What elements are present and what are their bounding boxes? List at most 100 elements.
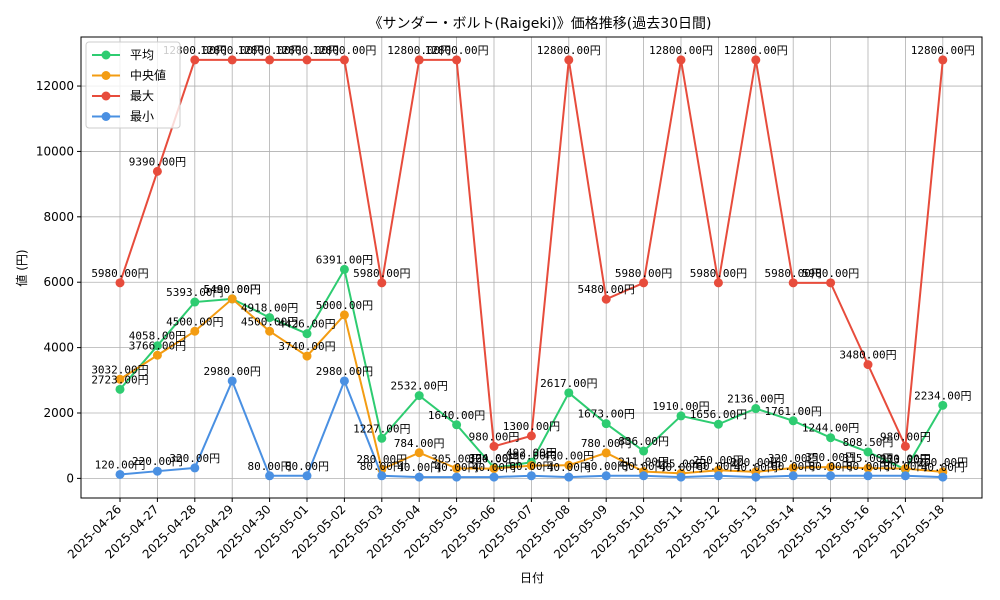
data-point — [227, 294, 237, 304]
data-point — [302, 55, 312, 65]
data-point — [265, 471, 275, 481]
data-point — [452, 55, 462, 65]
data-label: 300.00円 — [880, 453, 931, 466]
data-label: 1910.00円 — [652, 400, 709, 413]
data-label: 5000.00円 — [316, 299, 373, 312]
data-point — [676, 55, 686, 65]
data-label: 250.00円 — [693, 454, 744, 467]
data-point — [339, 376, 349, 386]
data-label: 12800.00円 — [649, 44, 713, 57]
data-label: 120.00円 — [95, 458, 146, 471]
data-point — [713, 471, 723, 481]
data-point — [265, 326, 275, 336]
data-point — [227, 55, 237, 65]
y-tick-label: 2000 — [43, 406, 74, 420]
data-label: 40.00円 — [397, 461, 441, 474]
data-point — [190, 297, 200, 307]
data-label: 1761.00円 — [765, 405, 822, 418]
data-point — [826, 433, 836, 443]
data-point — [863, 463, 873, 473]
data-point — [115, 384, 125, 394]
data-point — [452, 420, 462, 430]
data-point — [302, 351, 312, 361]
data-label: 80.00円 — [584, 460, 628, 473]
legend-marker — [101, 91, 111, 101]
data-point — [601, 294, 611, 304]
data-label: 300.00円 — [469, 453, 520, 466]
data-point — [900, 471, 910, 481]
data-label: 5480.00円 — [578, 283, 635, 296]
data-label: 4500.00円 — [241, 315, 298, 328]
data-label: 2532.00円 — [391, 380, 448, 393]
data-point — [676, 411, 686, 421]
y-tick-label: 4000 — [43, 341, 74, 355]
data-label: 5490.00円 — [204, 283, 261, 296]
series-2 — [115, 294, 948, 478]
data-label: 4500.00円 — [166, 315, 223, 328]
data-point — [938, 55, 948, 65]
data-point — [564, 55, 574, 65]
data-point — [639, 446, 649, 456]
data-point — [863, 447, 873, 457]
data-label: 5980.00円 — [802, 267, 859, 280]
data-point — [414, 391, 424, 401]
data-point — [190, 463, 200, 473]
legend-marker — [101, 50, 111, 60]
data-point — [115, 374, 125, 384]
chart-title: 《サンダー・ボルト(Raigeki)》価格推移(過去30日間) — [368, 16, 711, 32]
data-label: 80.00円 — [771, 460, 815, 473]
data-label: 2980.00円 — [316, 365, 373, 378]
data-point — [115, 469, 125, 479]
data-label: 3740.00円 — [278, 340, 335, 353]
data-point — [938, 472, 948, 482]
data-label: 5980.00円 — [690, 267, 747, 280]
y-tick-label: 10000 — [36, 144, 74, 158]
data-point — [788, 471, 798, 481]
data-point — [601, 419, 611, 429]
data-point — [377, 433, 387, 443]
data-point — [713, 278, 723, 288]
data-point — [302, 329, 312, 339]
data-label: 80.00円 — [248, 460, 292, 473]
data-point — [190, 55, 200, 65]
series-layer — [115, 55, 948, 482]
data-point — [526, 461, 536, 471]
data-point — [826, 462, 836, 472]
data-label: 400.00円 — [543, 449, 594, 462]
data-point — [452, 463, 462, 473]
x-axis-label: 日付 — [520, 571, 544, 585]
data-label: 40.00円 — [734, 461, 778, 474]
data-label: 980.00円 — [469, 430, 520, 443]
data-label: 12800.00円 — [537, 44, 601, 57]
data-point — [265, 55, 275, 65]
data-label: 12800.00円 — [275, 44, 339, 57]
data-label: 12800.00円 — [238, 44, 302, 57]
data-point — [152, 466, 162, 476]
data-point — [414, 448, 424, 458]
data-label: 12800.00円 — [312, 44, 376, 57]
data-label: 320.00円 — [169, 452, 220, 465]
data-point — [938, 400, 948, 410]
data-label: 2980.00円 — [204, 365, 261, 378]
data-label: 40.00円 — [435, 461, 479, 474]
series-4 — [115, 376, 948, 482]
data-point — [526, 471, 536, 481]
data-point — [863, 360, 873, 370]
data-label: 2234.00円 — [914, 389, 971, 402]
data-label: 305.00円 — [431, 452, 482, 465]
data-label: 80.00円 — [509, 460, 553, 473]
y-tick-label: 12000 — [36, 79, 74, 93]
data-label: 4058.00円 — [129, 330, 186, 343]
data-point — [265, 313, 275, 323]
data-label: 40.00円 — [659, 461, 703, 474]
data-point — [863, 471, 873, 481]
legend-label: 最大 — [130, 89, 154, 103]
data-label: 12800.00円 — [200, 44, 264, 57]
data-point — [751, 472, 761, 482]
data-point — [414, 55, 424, 65]
legend-label: 中央値 — [130, 68, 166, 83]
data-point — [788, 278, 798, 288]
data-label: 4918.00円 — [241, 302, 298, 315]
